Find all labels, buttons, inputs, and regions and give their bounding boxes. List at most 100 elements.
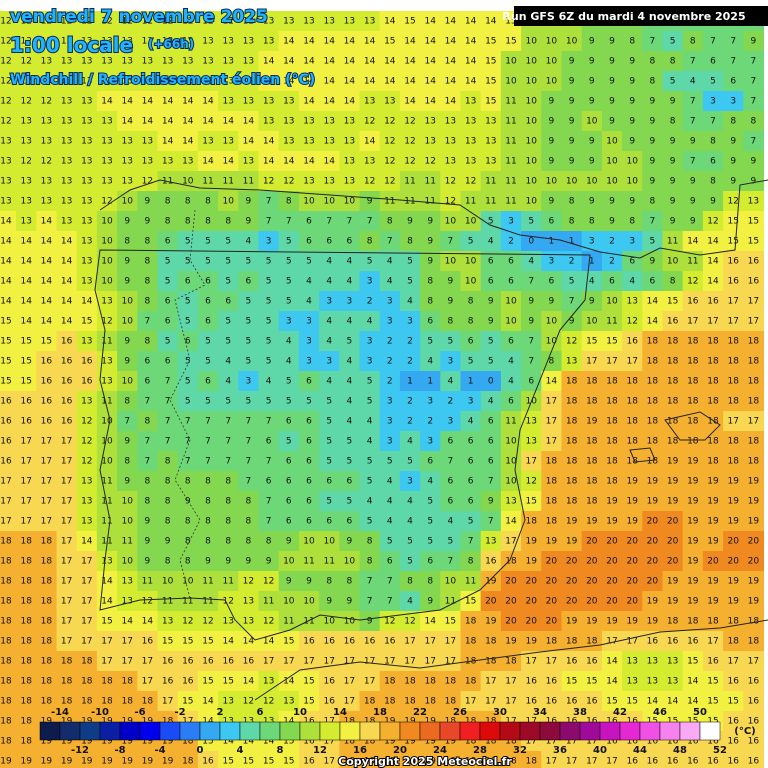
legend-swatch	[139, 721, 161, 741]
value-cell	[561, 191, 583, 212]
value-cell	[601, 431, 623, 452]
value-label: 7	[145, 397, 151, 407]
legend-swatch	[419, 721, 441, 741]
value-label: 13	[81, 217, 92, 227]
value-label: 9	[589, 157, 595, 167]
value-label: 12	[142, 177, 153, 187]
value-label: 4	[427, 357, 433, 367]
value-label: 9	[670, 137, 676, 147]
value-cell	[218, 291, 239, 312]
value-label: 9	[569, 57, 575, 67]
value-cell	[743, 491, 764, 512]
value-cell	[0, 171, 17, 192]
value-label: 10	[162, 577, 174, 587]
value-cell	[339, 391, 360, 412]
value-label: 3	[730, 97, 736, 107]
value-cell	[96, 191, 118, 212]
value-cell	[723, 471, 744, 492]
value-label: 7	[165, 437, 171, 447]
value-cell	[157, 271, 179, 292]
value-cell	[480, 111, 502, 132]
value-label: 13	[20, 117, 31, 127]
value-label: 16	[647, 757, 659, 767]
value-label: 17	[727, 417, 738, 427]
value-label: 18	[667, 617, 679, 627]
value-label: 3	[367, 357, 373, 367]
legend-bottom-label: 44	[633, 745, 647, 756]
value-cell	[197, 431, 219, 452]
value-label: 7	[266, 517, 272, 527]
value-cell	[319, 391, 340, 412]
value-label: 9	[145, 537, 151, 547]
value-label: 13	[222, 137, 233, 147]
value-label: 16	[243, 657, 255, 667]
value-label: 17	[81, 617, 92, 627]
value-label: 2	[387, 377, 393, 387]
value-label: 19	[748, 497, 760, 507]
value-label: 5	[407, 257, 413, 267]
value-cell	[319, 451, 340, 472]
value-label: 13	[0, 197, 11, 207]
value-cell	[16, 331, 37, 352]
value-cell	[16, 91, 37, 112]
value-label: 16	[586, 657, 598, 667]
value-cell	[56, 151, 78, 172]
value-label: 9	[205, 557, 211, 567]
value-label: 17	[546, 397, 557, 407]
value-cell	[561, 71, 583, 92]
value-label: 19	[0, 757, 12, 767]
value-cell	[440, 351, 461, 372]
value-cell	[642, 471, 663, 492]
value-cell	[480, 411, 502, 432]
value-cell	[561, 471, 583, 492]
value-label: 17	[505, 537, 516, 547]
value-label: 7	[326, 217, 332, 227]
value-label: 17	[20, 477, 31, 487]
value-label: 6	[286, 457, 292, 467]
value-cell	[420, 471, 441, 492]
value-cell	[399, 391, 421, 412]
value-cell	[76, 311, 98, 332]
value-cell	[137, 291, 158, 312]
value-label: 20	[647, 577, 659, 587]
value-cell	[723, 451, 744, 472]
value-cell	[339, 331, 360, 352]
value-cell	[137, 111, 158, 132]
value-cell	[16, 191, 37, 212]
value-cell	[662, 191, 684, 212]
value-cell	[238, 131, 259, 152]
value-cell	[399, 31, 421, 52]
value-label: 10	[465, 217, 477, 227]
value-label: 8	[124, 397, 130, 407]
value-label: 5	[488, 357, 494, 367]
value-label: 13	[101, 297, 112, 307]
value-label: 14	[424, 17, 436, 27]
legend-top-label: 10	[293, 707, 307, 718]
value-cell	[218, 111, 239, 132]
legend-swatch	[479, 721, 501, 741]
value-label: 19	[707, 517, 719, 527]
value-label: 7	[205, 457, 211, 467]
value-label: 12	[364, 177, 375, 187]
value-cell	[298, 31, 320, 52]
legend-bottom-label: -8	[114, 745, 125, 756]
value-cell	[117, 391, 138, 412]
value-label: 18	[101, 697, 113, 707]
value-label: 3	[306, 317, 312, 327]
value-cell	[702, 331, 724, 352]
value-label: 17	[61, 477, 72, 487]
value-label: 19	[525, 557, 537, 567]
value-label: 6	[205, 377, 211, 387]
value-cell	[541, 131, 562, 152]
value-cell	[278, 131, 300, 152]
value-label: 18	[667, 437, 679, 447]
value-cell	[500, 411, 522, 432]
value-label: 13	[41, 197, 52, 207]
value-label: 15	[202, 677, 213, 687]
value-cell	[319, 291, 340, 312]
value-label: 6	[286, 477, 292, 487]
value-label: 12	[243, 697, 254, 707]
value-label: 10	[465, 257, 477, 267]
value-label: 14	[424, 97, 436, 107]
value-label: 18	[586, 377, 598, 387]
